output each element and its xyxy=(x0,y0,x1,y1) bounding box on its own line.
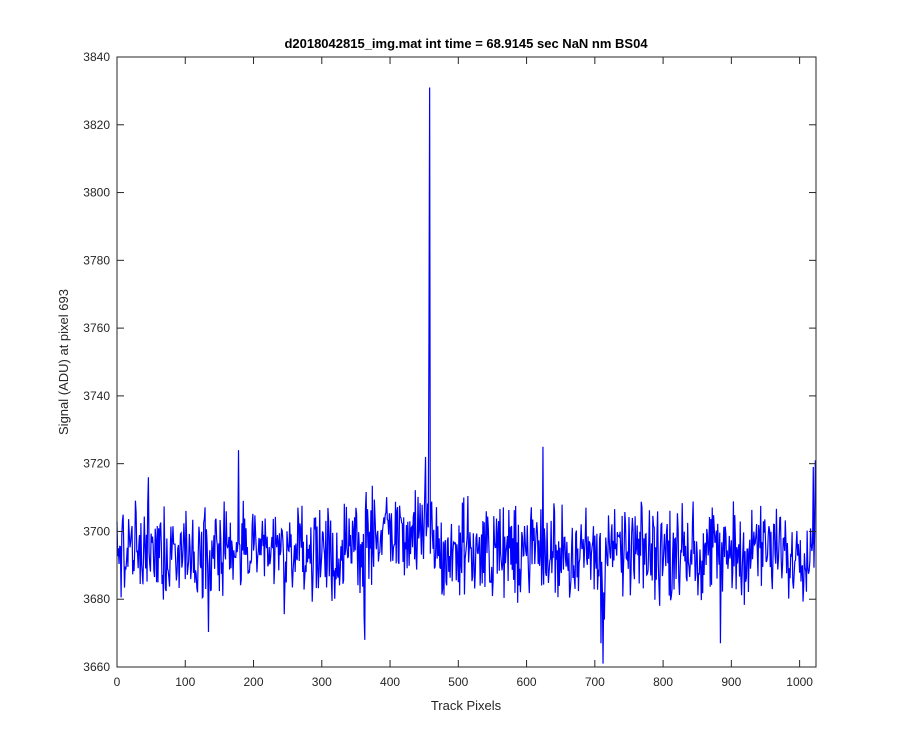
y-tick-label: 3760 xyxy=(83,321,110,335)
y-axis-label: Signal (ADU) at pixel 693 xyxy=(56,289,71,435)
x-tick-label: 900 xyxy=(721,675,741,689)
y-ticks: 3660 3680 3700 3720 3740 3760 3780 3800 3820 3840 xyxy=(83,50,816,674)
x-tick-label: 600 xyxy=(517,675,537,689)
y-tick-label: 3660 xyxy=(83,660,110,674)
series-layer xyxy=(116,87,816,664)
x-tick-label: 700 xyxy=(585,675,605,689)
series-line xyxy=(116,87,816,664)
y-tick-label: 3820 xyxy=(83,118,110,132)
x-ticks: 0 100 200 300 400 500 600 700 800 900 1000 xyxy=(114,57,813,689)
chart-title: d2018042815_img.mat int time = 68.9145 s… xyxy=(284,36,648,51)
x-tick-label: 500 xyxy=(448,675,468,689)
y-tick-label: 3740 xyxy=(83,389,110,403)
x-tick-label: 300 xyxy=(312,675,332,689)
y-tick-label: 3780 xyxy=(83,253,110,267)
x-axis-label: Track Pixels xyxy=(431,698,502,713)
x-tick-label: 100 xyxy=(175,675,195,689)
y-tick-label: 3680 xyxy=(83,592,110,606)
axes-box xyxy=(116,56,817,668)
y-tick-label: 3720 xyxy=(83,457,110,471)
x-tick-label: 1000 xyxy=(786,675,813,689)
x-tick-label: 0 xyxy=(114,675,121,689)
y-tick-label: 3700 xyxy=(83,524,110,538)
x-tick-label: 400 xyxy=(380,675,400,689)
y-tick-label: 3840 xyxy=(83,50,110,64)
x-tick-label: 800 xyxy=(653,675,673,689)
x-tick-label: 200 xyxy=(244,675,264,689)
y-tick-label: 3800 xyxy=(83,186,110,200)
